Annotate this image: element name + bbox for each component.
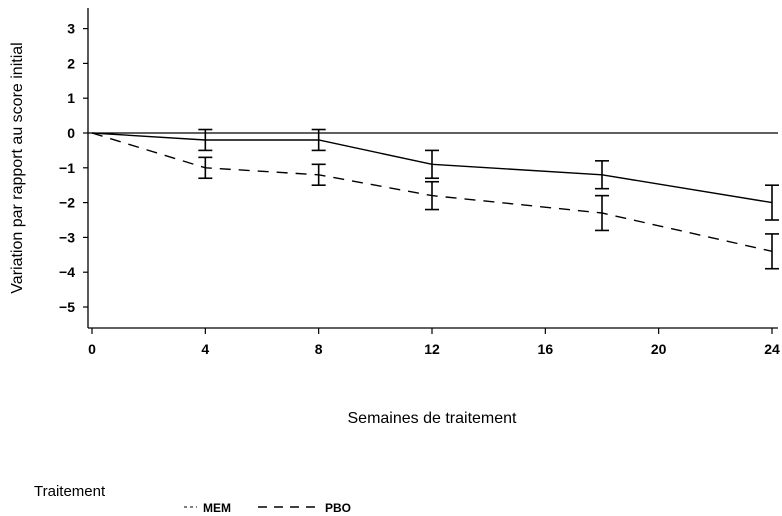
- series-line-mem: [91, 132, 773, 204]
- x-axis-ticks: 0 4 8 12 16 20 24: [88, 328, 780, 357]
- x-tick-label: 0: [88, 341, 96, 357]
- y-tick-label: −5: [59, 299, 75, 315]
- y-tick-label: 1: [67, 90, 75, 106]
- y-tick-label: 3: [67, 21, 75, 37]
- x-axis-title: Semaines de traitement: [348, 410, 518, 427]
- x-tick-label: 4: [201, 341, 209, 357]
- y-tick-label: 2: [67, 55, 75, 71]
- legend-label-pbo: PBO: [325, 501, 351, 515]
- axes: [87, 8, 778, 329]
- y-axis-title: Variation par rapport au score initial: [9, 42, 26, 293]
- x-tick-label: 24: [764, 341, 780, 357]
- x-tick-label: 12: [424, 341, 440, 357]
- x-tick-label: 8: [315, 341, 323, 357]
- error-bar-layer: [198, 128, 779, 270]
- legend-title: Traitement: [34, 483, 106, 500]
- legend: Traitement MEM PBO: [34, 483, 351, 515]
- y-tick-label: −3: [59, 229, 75, 245]
- y-tick-label: 0: [67, 125, 75, 141]
- x-tick-label: 20: [651, 341, 667, 357]
- legend-label-mem: MEM: [203, 501, 231, 515]
- y-tick-label: −4: [59, 264, 75, 280]
- y-axis-ticks: 3 2 1 0 −1 −2 −3 −4 −5: [59, 21, 88, 315]
- series-layer: [91, 132, 773, 252]
- y-tick-label: −1: [59, 160, 75, 176]
- y-tick-label: −2: [59, 195, 75, 211]
- x-tick-label: 16: [538, 341, 554, 357]
- series-line-pbo: [91, 132, 773, 252]
